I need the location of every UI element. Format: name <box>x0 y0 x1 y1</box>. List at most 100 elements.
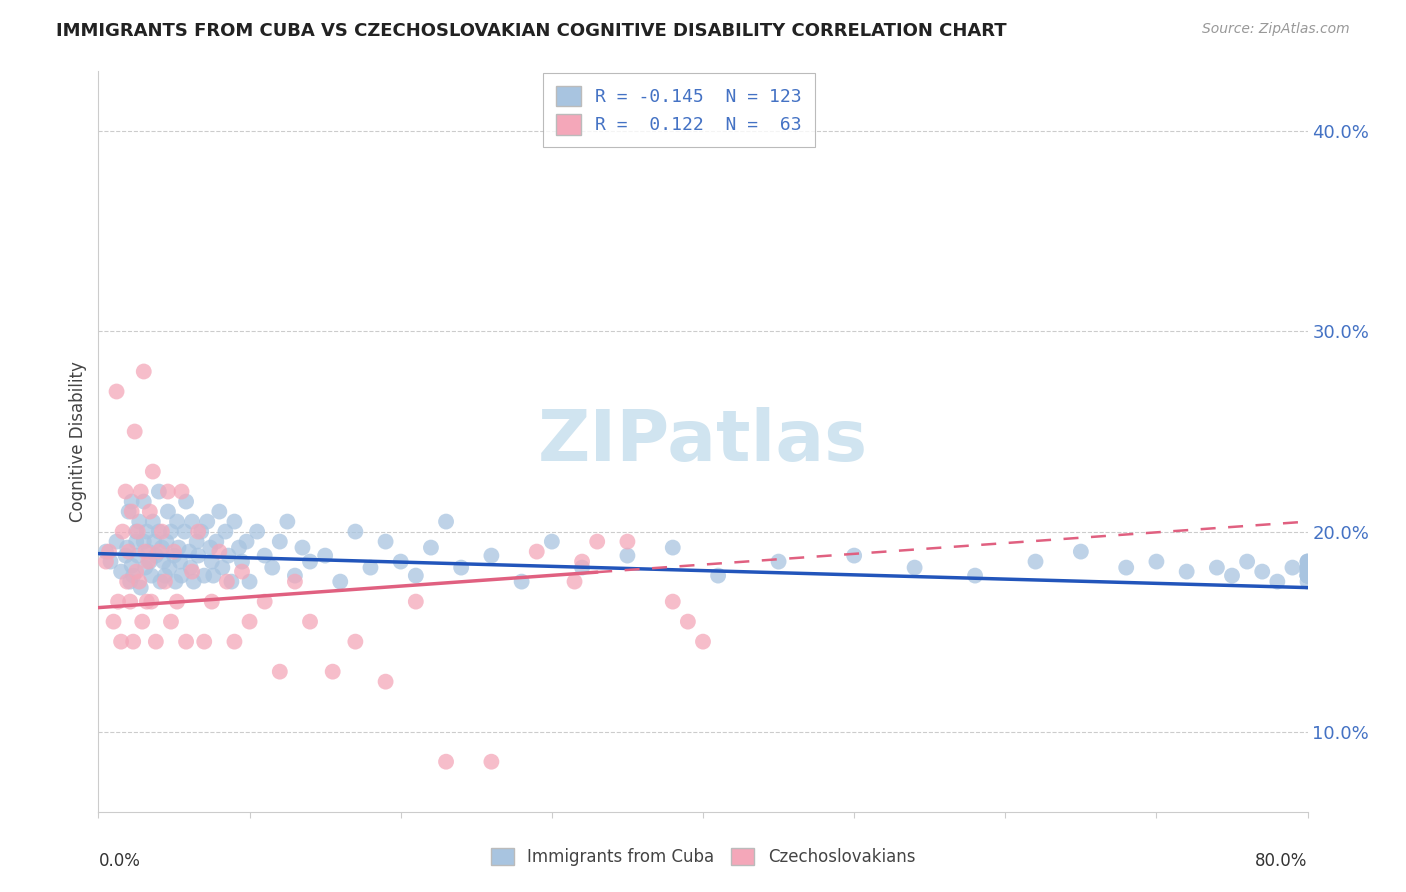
Point <box>159 560 181 574</box>
Point <box>145 634 167 648</box>
Point <box>173 524 195 539</box>
Point <box>94 544 117 558</box>
Point <box>139 505 162 519</box>
Point <box>1296 565 1319 579</box>
Point <box>187 524 209 539</box>
Point <box>481 755 503 769</box>
Point <box>120 574 142 589</box>
Point <box>253 594 276 608</box>
Point <box>1296 555 1319 569</box>
Point <box>1281 560 1303 574</box>
Point <box>262 560 284 574</box>
Point <box>148 524 170 539</box>
Point <box>129 581 152 595</box>
Point <box>201 594 224 608</box>
Point <box>180 560 202 574</box>
Point <box>141 568 163 582</box>
Point <box>405 568 427 582</box>
Point <box>1115 560 1137 574</box>
Legend: Immigrants from Cuba, Czechoslovakians: Immigrants from Cuba, Czechoslovakians <box>482 840 924 875</box>
Point <box>231 555 253 569</box>
Point <box>127 549 149 563</box>
Point <box>114 484 136 499</box>
Point <box>121 558 143 573</box>
Point <box>179 544 201 558</box>
Point <box>94 555 117 569</box>
Point <box>155 534 177 549</box>
Point <box>125 565 148 579</box>
Point <box>145 549 167 563</box>
Point <box>1175 565 1198 579</box>
Point <box>1267 574 1289 589</box>
Point <box>136 544 159 558</box>
Point <box>202 568 225 582</box>
Point <box>160 524 183 539</box>
Point <box>170 484 193 499</box>
Point <box>190 524 212 539</box>
Point <box>169 555 191 569</box>
Point <box>186 534 208 549</box>
Point <box>322 665 344 679</box>
Point <box>170 568 193 582</box>
Point <box>183 574 205 589</box>
Point <box>1296 560 1319 574</box>
Point <box>208 544 231 558</box>
Point <box>284 574 307 589</box>
Point <box>141 594 163 608</box>
Point <box>153 574 176 589</box>
Point <box>125 534 148 549</box>
Point <box>329 574 352 589</box>
Point <box>239 574 262 589</box>
Point <box>661 541 683 555</box>
Point <box>142 515 165 529</box>
Point <box>181 515 204 529</box>
Point <box>200 541 222 555</box>
Point <box>187 549 209 563</box>
Point <box>1296 555 1319 569</box>
Point <box>1220 568 1243 582</box>
Point <box>100 555 122 569</box>
Point <box>276 515 298 529</box>
Point <box>132 494 155 508</box>
Point <box>481 549 503 563</box>
Point <box>1296 565 1319 579</box>
Point <box>118 505 141 519</box>
Point <box>571 555 593 569</box>
Point <box>125 524 148 539</box>
Point <box>661 594 683 608</box>
Point <box>224 515 246 529</box>
Point <box>374 674 396 689</box>
Point <box>1296 565 1319 579</box>
Point <box>434 515 457 529</box>
Point <box>291 541 314 555</box>
Point <box>174 494 197 508</box>
Point <box>253 549 276 563</box>
Point <box>586 534 609 549</box>
Point <box>1296 568 1319 582</box>
Point <box>360 560 382 574</box>
Point <box>1296 568 1319 582</box>
Point <box>131 615 153 629</box>
Point <box>115 574 138 589</box>
Point <box>124 425 146 439</box>
Point <box>314 549 336 563</box>
Point <box>122 568 145 582</box>
Point <box>299 615 322 629</box>
Point <box>132 534 155 549</box>
Point <box>450 560 472 574</box>
Point <box>1024 555 1046 569</box>
Point <box>235 534 257 549</box>
Point <box>107 594 129 608</box>
Point <box>299 555 322 569</box>
Point <box>217 549 239 563</box>
Point <box>156 484 179 499</box>
Point <box>148 484 170 499</box>
Point <box>768 555 790 569</box>
Point <box>510 574 533 589</box>
Point <box>707 568 730 582</box>
Point <box>246 524 269 539</box>
Point <box>105 384 128 399</box>
Point <box>269 665 291 679</box>
Point <box>166 515 188 529</box>
Point <box>127 524 149 539</box>
